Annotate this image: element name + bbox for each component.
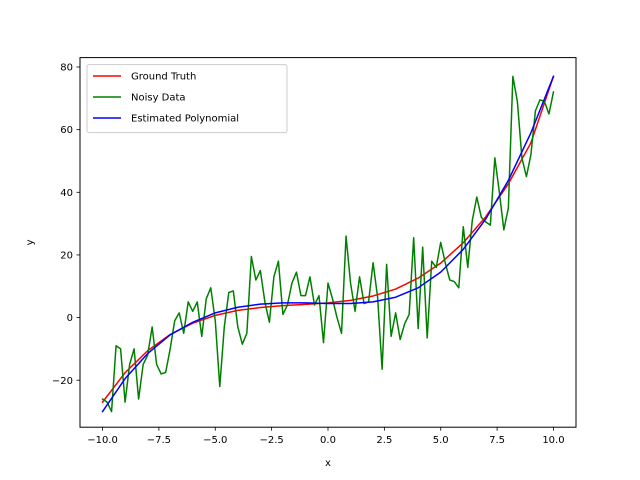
legend-label-noisy-data: Noisy Data bbox=[131, 93, 186, 104]
y-tick-label: 20 bbox=[60, 251, 73, 262]
series-line-estimated-polynomial bbox=[101, 75, 555, 413]
x-tick-label: −5.0 bbox=[203, 435, 227, 446]
x-tick-label: −7.5 bbox=[147, 435, 171, 446]
x-tick-label: 5.0 bbox=[433, 435, 449, 446]
legend-label-estimated-polynomial: Estimated Polynomial bbox=[131, 114, 239, 125]
plot-area bbox=[101, 75, 555, 413]
x-axis-label: x bbox=[325, 458, 331, 469]
legend: Ground Truth Noisy Data Estimated Polynomi… bbox=[86, 64, 288, 134]
y-tick-label: −20 bbox=[52, 376, 73, 387]
y-tick-label: 0 bbox=[67, 313, 73, 324]
x-tick-label: 7.5 bbox=[489, 435, 505, 446]
y-tick-label: 60 bbox=[60, 125, 73, 136]
series-line-noisy-data bbox=[101, 75, 555, 413]
y-tick-label: 40 bbox=[60, 188, 73, 199]
legend-box bbox=[86, 64, 288, 134]
y-axis-label: y bbox=[25, 239, 36, 245]
x-tick-label: −2.5 bbox=[259, 435, 283, 446]
y-tick-label: 80 bbox=[60, 63, 73, 74]
x-tick-label: 2.5 bbox=[376, 435, 392, 446]
y-axis: −20 0 20 40 60 80 bbox=[52, 63, 80, 387]
x-tick-label: 0.0 bbox=[320, 435, 336, 446]
x-axis: −10.0 −7.5 −5.0 −2.5 0.0 2.5 5.0 7.5 10.0 bbox=[87, 427, 565, 446]
x-tick-label: 10.0 bbox=[542, 435, 564, 446]
legend-label-ground-truth: Ground Truth bbox=[131, 72, 196, 83]
x-tick-label: −10.0 bbox=[87, 435, 118, 446]
